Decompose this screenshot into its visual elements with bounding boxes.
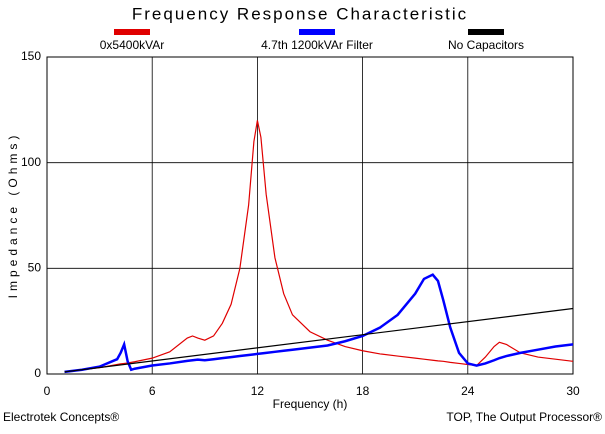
x-tick-label: 24 (461, 384, 475, 398)
y-tick-label: 100 (21, 155, 41, 169)
x-tick-label: 6 (149, 384, 156, 398)
footer-left: Electrotek Concepts® (3, 410, 119, 424)
x-tick-label: 30 (566, 384, 580, 398)
x-tick-label: 18 (356, 384, 370, 398)
legend-swatch (468, 29, 504, 35)
y-tick-label: 0 (34, 366, 41, 380)
series-line (64, 120, 574, 373)
legend-swatch (114, 29, 150, 35)
legend-label: 4.7th 1200kVAr Filter (261, 38, 373, 52)
series-line (64, 273, 574, 374)
plot-frame (46, 56, 574, 375)
x-tick-label: 0 (44, 384, 51, 398)
legend-swatch (299, 29, 335, 35)
x-tick-label: 12 (251, 384, 265, 398)
series-line (64, 307, 574, 373)
legend-label: No Capacitors (448, 38, 524, 52)
legend-label: 0x5400kVAr (100, 38, 164, 52)
footer-right: TOP, The Output Processor® (446, 410, 602, 424)
y-tick-label: 50 (28, 261, 42, 275)
x-axis-label: Frequency (h) (273, 397, 348, 411)
y-tick-label: 150 (21, 49, 41, 63)
chart-title: Frequency Response Characteristic (132, 4, 468, 23)
y-axis-label: Impedance (Ohms) (6, 132, 20, 299)
